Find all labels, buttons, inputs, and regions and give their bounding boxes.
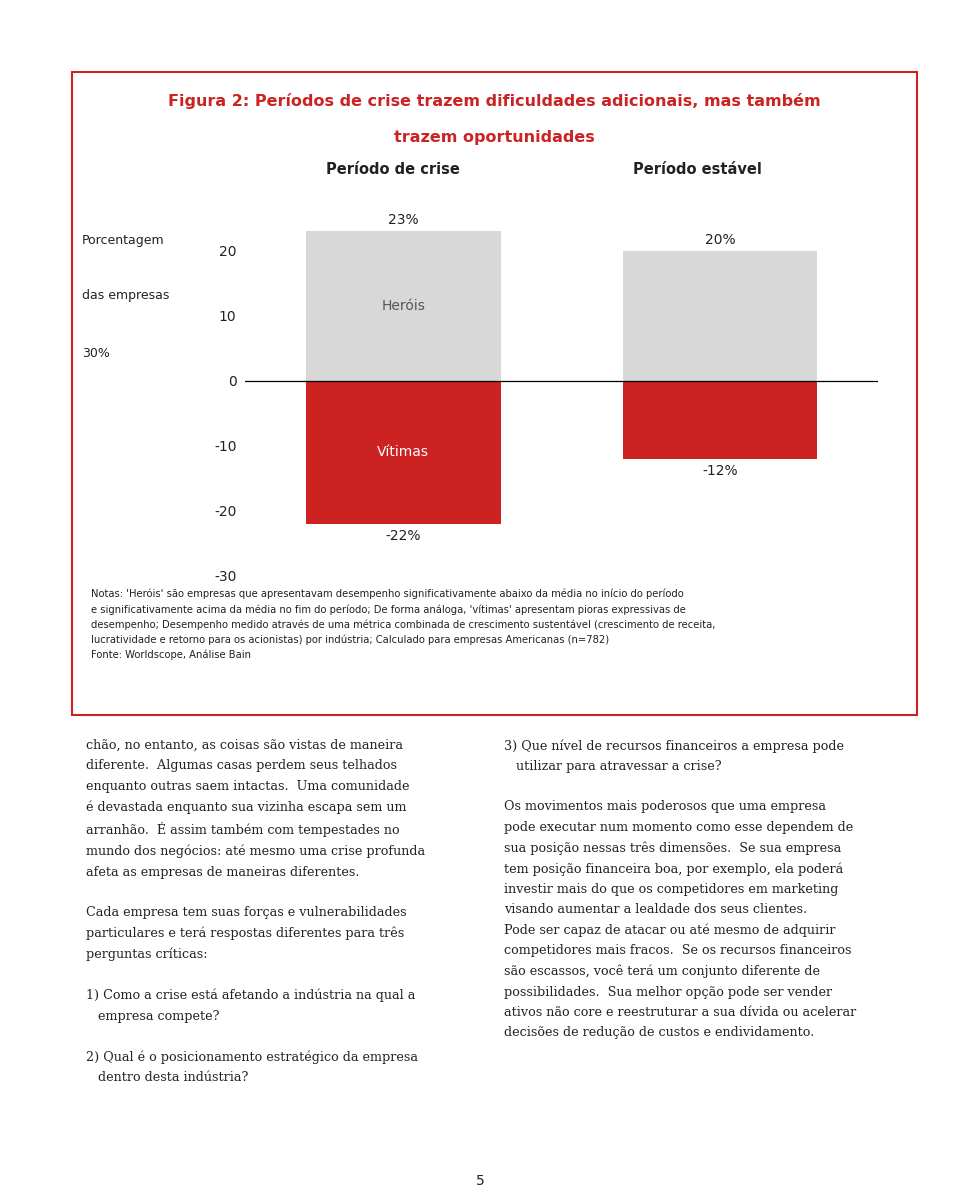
- Text: -12%: -12%: [702, 464, 738, 478]
- Text: Bain & Company: Bain & Company: [820, 14, 936, 28]
- Text: chão, no entanto, as coisas são vistas de maneira
diferente.  Algumas casas perd: chão, no entanto, as coisas são vistas d…: [86, 739, 425, 1084]
- Text: das empresas: das empresas: [82, 290, 169, 302]
- Text: Período de crise: Período de crise: [326, 162, 460, 177]
- Bar: [305, 381, 501, 524]
- Bar: [622, 381, 818, 459]
- Text: 23%: 23%: [388, 214, 419, 227]
- Text: 20%: 20%: [705, 233, 735, 246]
- Bar: [305, 231, 501, 381]
- Text: Heróis: Heróis: [381, 299, 425, 313]
- Text: Vítimas: Vítimas: [377, 445, 429, 459]
- Text: 30%: 30%: [82, 347, 109, 359]
- Text: 3) Que nível de recursos financeiros a empresa pode
   utilizar para atravessar : 3) Que nível de recursos financeiros a e…: [504, 739, 856, 1039]
- Text: trazem oportunidades: trazem oportunidades: [394, 130, 595, 144]
- Bar: [622, 251, 818, 381]
- Text: Período estável: Período estável: [633, 162, 761, 177]
- Text: 5: 5: [475, 1174, 485, 1188]
- Text: -22%: -22%: [386, 529, 420, 543]
- Text: Porcentagem: Porcentagem: [82, 234, 164, 248]
- Text: Notas: 'Heróis' são empresas que apresentavam desempenho significativamente abai: Notas: 'Heróis' são empresas que apresen…: [91, 589, 715, 660]
- Text: Figura 2: Períodos de crise trazem dificuldades adicionais, mas também: Figura 2: Períodos de crise trazem dific…: [168, 93, 821, 108]
